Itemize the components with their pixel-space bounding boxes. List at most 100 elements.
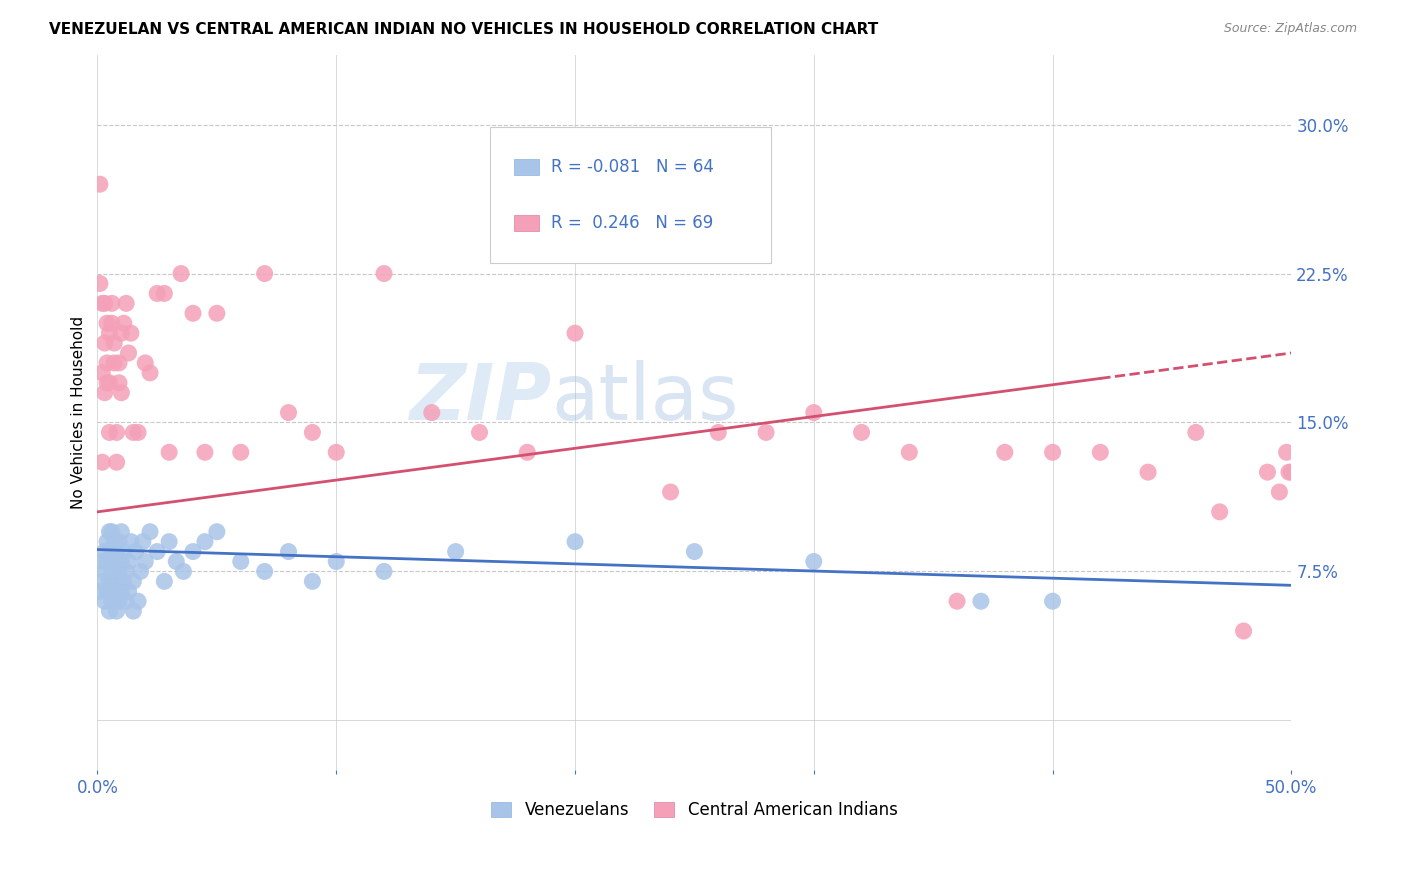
Point <box>253 565 276 579</box>
Point <box>89 178 111 192</box>
Point <box>93 296 115 310</box>
Point <box>101 544 124 558</box>
Legend: Venezuelans, Central American Indians: Venezuelans, Central American Indians <box>485 795 904 826</box>
Point <box>946 594 969 608</box>
Point <box>105 574 128 589</box>
Point <box>108 565 131 579</box>
Point <box>1042 445 1064 459</box>
Point <box>444 544 467 558</box>
Point <box>134 356 156 370</box>
Point <box>1275 445 1298 459</box>
Point <box>98 326 121 340</box>
Point <box>1208 505 1230 519</box>
Point <box>115 565 138 579</box>
Point <box>108 534 131 549</box>
Point <box>101 296 124 310</box>
Point <box>1185 425 1208 440</box>
Text: ZIP: ZIP <box>409 360 551 436</box>
Point <box>112 316 135 330</box>
Point <box>229 445 252 459</box>
Point <box>803 406 825 420</box>
Point <box>103 534 125 549</box>
Point <box>146 544 169 558</box>
Point <box>115 594 138 608</box>
Point <box>98 425 121 440</box>
Point <box>96 356 118 370</box>
Y-axis label: No Vehicles in Household: No Vehicles in Household <box>72 316 86 509</box>
Point <box>103 356 125 370</box>
Point <box>420 406 443 420</box>
Point <box>970 594 993 608</box>
Point <box>373 267 395 281</box>
Text: VENEZUELAN VS CENTRAL AMERICAN INDIAN NO VEHICLES IN HOUSEHOLD CORRELATION CHART: VENEZUELAN VS CENTRAL AMERICAN INDIAN NO… <box>49 22 879 37</box>
Point <box>96 584 118 599</box>
Point <box>139 524 162 539</box>
Point <box>101 316 124 330</box>
Point <box>110 524 132 539</box>
Point <box>125 544 148 558</box>
Point <box>108 356 131 370</box>
Point <box>194 534 217 549</box>
Point <box>373 565 395 579</box>
Point <box>98 574 121 589</box>
Point <box>1137 465 1160 479</box>
Point <box>139 366 162 380</box>
Point <box>181 544 204 558</box>
Point <box>96 554 118 568</box>
Point <box>1256 465 1278 479</box>
Point <box>132 534 155 549</box>
Point <box>205 306 228 320</box>
Point <box>253 267 276 281</box>
Point <box>110 554 132 568</box>
Point <box>229 554 252 568</box>
Point <box>103 584 125 599</box>
Point <box>898 445 921 459</box>
Point <box>117 584 139 599</box>
Point <box>683 544 706 558</box>
Point <box>89 584 111 599</box>
Point <box>117 554 139 568</box>
Point <box>105 604 128 618</box>
Point <box>89 277 111 291</box>
Point <box>120 326 142 340</box>
Point <box>707 425 730 440</box>
Point <box>105 455 128 469</box>
Point <box>1268 485 1291 500</box>
Point <box>96 316 118 330</box>
Point <box>91 455 114 469</box>
Point <box>277 406 299 420</box>
Point <box>117 346 139 360</box>
Point <box>325 554 347 568</box>
Point <box>91 296 114 310</box>
Point <box>157 534 180 549</box>
Point <box>194 445 217 459</box>
Point <box>110 385 132 400</box>
Point <box>994 445 1017 459</box>
Point <box>564 326 586 340</box>
Point <box>301 574 323 589</box>
Point <box>98 524 121 539</box>
Point <box>170 267 193 281</box>
Point <box>96 376 118 390</box>
Text: Source: ZipAtlas.com: Source: ZipAtlas.com <box>1223 22 1357 36</box>
Point <box>851 425 873 440</box>
Point <box>277 544 299 558</box>
Point <box>105 425 128 440</box>
Point <box>1279 465 1302 479</box>
Point <box>127 594 149 608</box>
Point <box>101 524 124 539</box>
Point <box>110 584 132 599</box>
Point <box>93 336 115 351</box>
Point <box>122 425 145 440</box>
Point <box>755 425 778 440</box>
Point <box>1232 624 1254 638</box>
Point <box>112 544 135 558</box>
Point <box>98 376 121 390</box>
Point <box>803 554 825 568</box>
Point <box>1090 445 1112 459</box>
Point <box>112 574 135 589</box>
Point <box>157 445 180 459</box>
Point <box>101 565 124 579</box>
Point <box>122 604 145 618</box>
Point <box>108 594 131 608</box>
